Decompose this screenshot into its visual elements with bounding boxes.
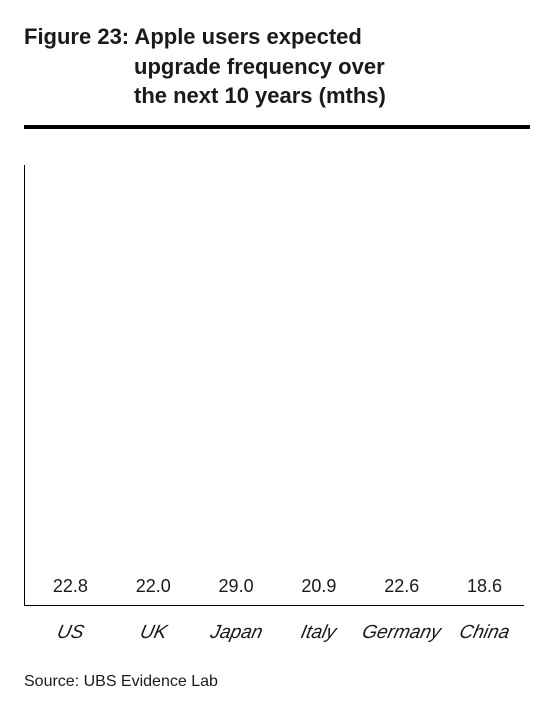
x-label: China <box>443 622 527 644</box>
x-label: US <box>29 622 113 644</box>
bar-chart: 22.8 22.0 29.0 20.9 22.6 18.6 <box>24 165 524 605</box>
bar-value-label: 29.0 <box>219 576 254 597</box>
bar-japan: 29.0 <box>197 576 276 605</box>
bar-value-label: 22.8 <box>53 576 88 597</box>
bar-china: 18.6 <box>445 576 524 605</box>
bar-us: 22.8 <box>31 576 110 605</box>
figure-title: Figure 23: Apple users expected upgrade … <box>24 22 530 111</box>
figure-title-block: Figure 23: Apple users expected upgrade … <box>24 22 530 125</box>
bar-germany: 22.6 <box>362 576 441 605</box>
bar-uk: 22.0 <box>114 576 193 605</box>
x-label: Germany <box>360 622 444 644</box>
bar-italy: 20.9 <box>279 576 358 605</box>
source-text: Source: UBS Evidence Lab <box>24 673 530 691</box>
bar-value-label: 20.9 <box>301 576 336 597</box>
bar-value-label: 22.0 <box>136 576 171 597</box>
x-axis: USUKJapanItalyGermanyChina <box>24 605 524 659</box>
x-label: Japan <box>194 622 278 644</box>
bar-value-label: 18.6 <box>467 576 502 597</box>
title-line-1: Figure 23: Apple users expected <box>24 24 362 49</box>
title-line-2: upgrade frequency over <box>24 52 530 82</box>
x-label: Italy <box>277 622 361 644</box>
title-line-3: the next 10 years (mths) <box>24 81 530 111</box>
bars-container: 22.8 22.0 29.0 20.9 22.6 18.6 <box>25 165 524 605</box>
bar-value-label: 22.6 <box>384 576 419 597</box>
top-rule <box>24 125 530 129</box>
x-label: UK <box>111 622 195 644</box>
